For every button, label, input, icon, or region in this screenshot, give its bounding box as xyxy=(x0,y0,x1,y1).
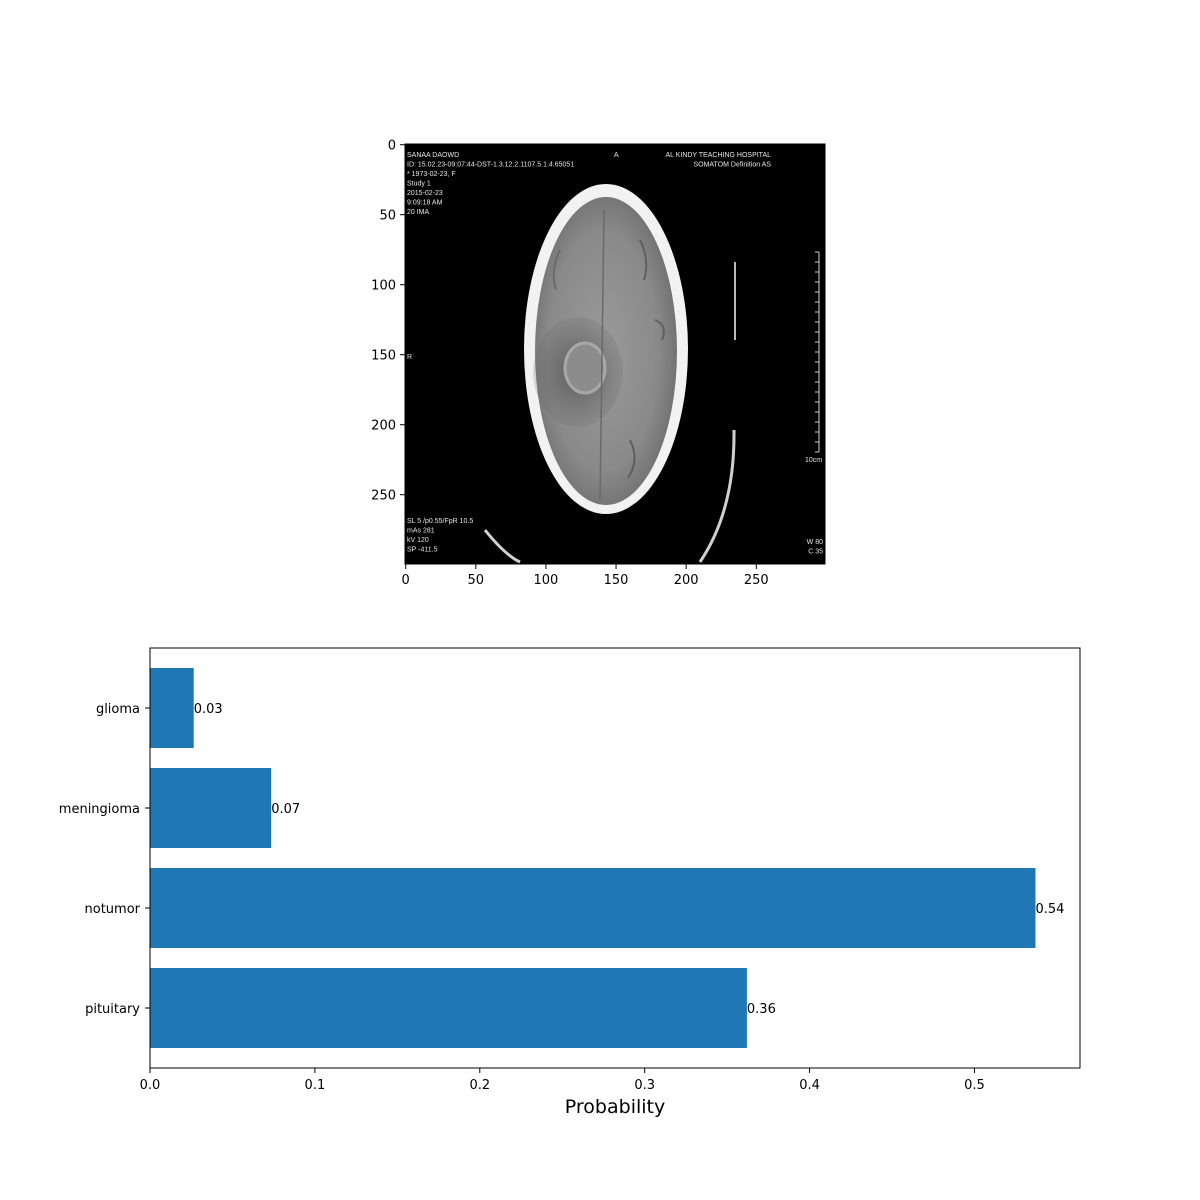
ct-y-tick-label: 50 xyxy=(379,209,396,224)
bar-value-label: 0.03 xyxy=(194,702,223,717)
chart-frame xyxy=(149,647,1081,1069)
x-tick-label: 0.2 xyxy=(469,1078,490,1093)
ct-overlay-top-center: A xyxy=(614,152,619,159)
ct-overlay-top-left: SANAA DAOWD ID: 15.02.23-09:07:44-DST-1.3… xyxy=(407,152,574,216)
ct-overlay-bottom-left: SL 5 /p0.55/FpR 10.5 mAs 281 kV 120 SP -411… xyxy=(407,518,473,554)
bar-meningioma xyxy=(150,768,272,848)
probability-bar-chart: 0.03 0.07 0.54 0.36 0.0 0.1 0.2 0.3 0.4 0.5 glio… xyxy=(59,647,1081,1118)
x-tick-label: 0.1 xyxy=(305,1078,326,1093)
ct-x-tick-label: 50 xyxy=(468,573,485,588)
ct-x-tick-label: 150 xyxy=(604,573,629,588)
ct-scan-image: SANAA DAOWD ID: 15.02.23-09:07:44-DST-1.3… xyxy=(405,144,825,564)
ct-x-tick-label: 0 xyxy=(402,573,410,588)
x-tick-label: 0.5 xyxy=(964,1078,985,1093)
ct-x-axis: 0 50 100 150 200 250 xyxy=(402,564,769,588)
category-label-meningioma: meningioma xyxy=(59,802,140,817)
ct-y-tick-label: 250 xyxy=(371,489,396,504)
x-tick-label: 0.4 xyxy=(799,1078,820,1093)
ct-y-tick-label: 150 xyxy=(371,349,396,364)
ct-y-tick-label: 100 xyxy=(371,279,396,294)
ct-x-tick-label: 250 xyxy=(744,573,769,588)
category-label-glioma: glioma xyxy=(96,702,140,717)
x-tick-label: 0.3 xyxy=(634,1078,655,1093)
ct-x-tick-label: 200 xyxy=(674,573,699,588)
ct-y-tick-label: 0 xyxy=(388,139,396,154)
bar-pituitary xyxy=(150,968,747,1048)
ct-overlay-scale-label: 10cm xyxy=(805,457,822,464)
category-label-pituitary: pituitary xyxy=(85,1002,140,1017)
bar-value-label: 0.36 xyxy=(747,1002,776,1017)
ct-image-panel: SANAA DAOWD ID: 15.02.23-09:07:44-DST-1.3… xyxy=(371,139,826,588)
x-axis-title: Probability xyxy=(565,1096,665,1118)
chart-y-axis: glioma meningioma notumor pituitary xyxy=(59,702,150,1017)
bar-value-label: 0.07 xyxy=(271,802,300,817)
bar-glioma xyxy=(150,668,194,748)
bar-value-label: 0.54 xyxy=(1035,902,1064,917)
bar-notumor xyxy=(150,868,1036,948)
chart-x-axis: 0.0 0.1 0.2 0.3 0.4 0.5 xyxy=(140,1068,985,1093)
ct-overlay-left-marker: R xyxy=(407,354,412,361)
bars-group: 0.03 0.07 0.54 0.36 xyxy=(150,668,1064,1048)
ct-x-tick-label: 100 xyxy=(534,573,559,588)
ct-image-frame xyxy=(404,143,826,565)
ct-y-tick-label: 200 xyxy=(371,419,396,434)
x-tick-label: 0.0 xyxy=(140,1078,161,1093)
ct-overlay-bottom-right: W 80 C 35 xyxy=(807,539,823,556)
ct-overlay-top-right: AL KINDY TEACHING HOSPITAL SOMATOM Defini… xyxy=(665,152,771,169)
category-label-notumor: notumor xyxy=(85,902,141,917)
ct-y-axis: 0 50 100 150 200 250 xyxy=(371,139,405,504)
